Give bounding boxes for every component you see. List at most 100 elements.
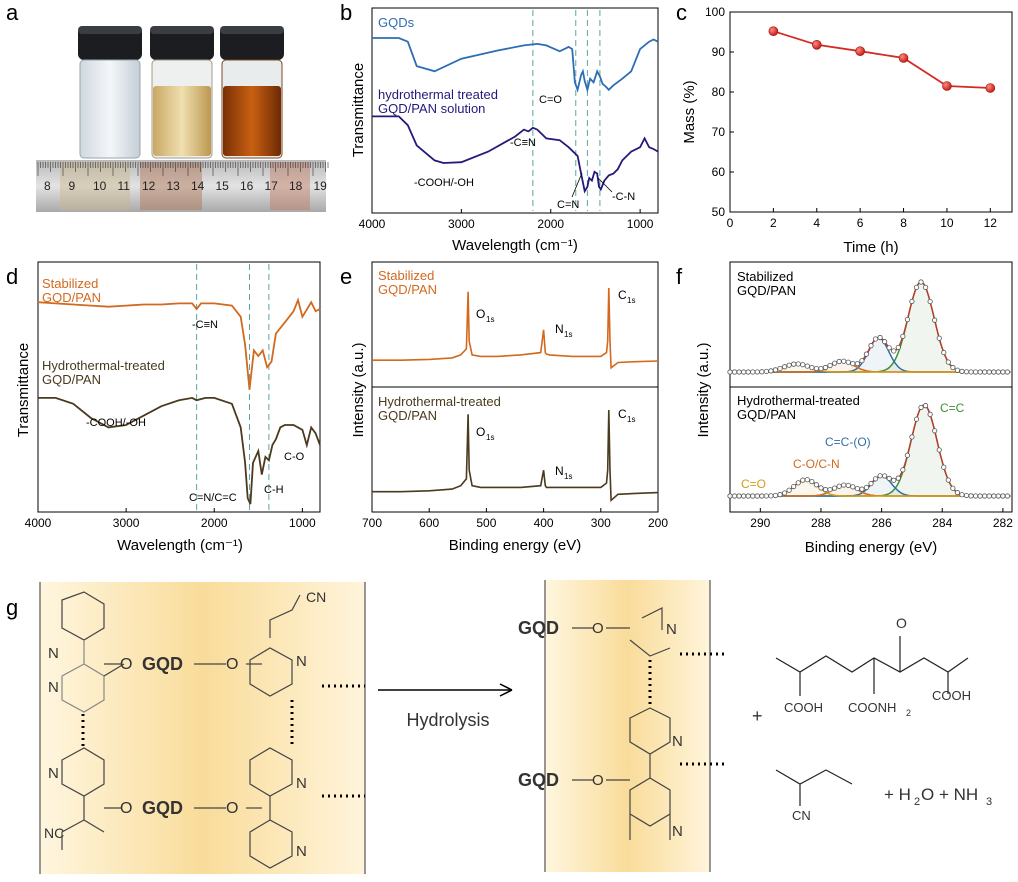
- f-data-point: [804, 477, 810, 483]
- panel-label-c: c: [676, 0, 687, 25]
- e-label-hydro-2: GQD/PAN: [378, 408, 437, 423]
- panel-d-chart: 4000 3000 2000 1000 Wavelength (cm⁻¹) Trans…: [15, 261, 321, 554]
- f-data-point: [900, 467, 906, 473]
- f-data-point: [877, 334, 883, 341]
- f-data-point: [936, 335, 942, 341]
- f-data-point: [872, 476, 879, 482]
- f-data-point: [763, 493, 769, 499]
- f-data-point: [859, 358, 865, 364]
- scheme-cooh-1: COOH: [784, 700, 823, 715]
- f-data-point: [863, 351, 870, 357]
- scheme-n-7: N: [666, 621, 677, 638]
- f-data-point: [750, 493, 756, 499]
- f-data-point: [841, 358, 847, 364]
- panel-label-g: g: [6, 595, 18, 620]
- f-data-point: [973, 493, 979, 499]
- f-data-point: [768, 368, 774, 374]
- f-data-point: [759, 493, 765, 499]
- b-series-hydrothermal: [372, 115, 659, 194]
- d-annot-cn-cc: C=N/C=C: [189, 492, 237, 504]
- b-x-ticklabel: 3000: [448, 217, 475, 231]
- f-x-ticklabel: 286: [872, 516, 892, 530]
- f-data-point: [986, 369, 992, 375]
- scheme-hydrolysis: [39, 580, 969, 874]
- svg-text:1s: 1s: [627, 415, 635, 424]
- e-series-stabilized: [372, 287, 659, 370]
- f-data-point: [950, 485, 956, 491]
- f-annot-cc: C=C: [940, 401, 965, 415]
- scheme-o-6: O: [592, 772, 604, 789]
- scheme-o-ketone: O: [896, 615, 907, 631]
- e-annot-n1s-top: N 1s: [555, 322, 572, 339]
- d-xlabel: Wavelength (cm⁻¹): [117, 537, 243, 554]
- d-x-ticklabel: 4000: [25, 516, 52, 530]
- f-data-point: [836, 358, 842, 365]
- d-x-ticklabel: 3000: [113, 516, 140, 530]
- c-x-ticklabel: 6: [857, 216, 864, 230]
- panel-c-chart: 0 2 4 6 8 10 12 50 60 70 80 90 100 Time (h) Mass (%): [681, 5, 1013, 256]
- scheme-n-9: N: [672, 823, 683, 840]
- f-annot-co: C=O: [741, 477, 766, 491]
- f-data-point: [832, 360, 838, 366]
- vial-yellow: [150, 26, 214, 159]
- scheme-left-dots: [81, 684, 365, 798]
- scheme-o-5: O: [592, 620, 604, 637]
- f-data-point: [822, 487, 829, 493]
- d-annot-co: C-O: [284, 451, 305, 463]
- scheme-right-top-ring: [606, 607, 671, 657]
- f-data-point: [941, 349, 947, 356]
- f-data-point: [786, 362, 792, 368]
- panel-label-f: f: [676, 264, 683, 289]
- f-data-point: [727, 369, 733, 375]
- f-data-point: [800, 477, 806, 483]
- c-x-ticklabel: 10: [940, 216, 954, 230]
- scheme-n-3: N: [48, 765, 59, 782]
- scheme-text: O GQD O O GQD O N N N N N N CN NC Hydrol…: [44, 589, 992, 860]
- c-data-point: [942, 81, 952, 91]
- e-annot-o1s-top: O 1s: [476, 307, 494, 324]
- e-xlabel: Binding energy (eV): [449, 537, 582, 554]
- d-ylabel: Transmittance: [15, 343, 32, 437]
- panel-label-a: a: [6, 0, 19, 25]
- f-data-point: [795, 361, 801, 367]
- d-label-stab-1: Stabilized: [42, 276, 98, 291]
- b-annot-cn-double: C=N: [557, 199, 579, 211]
- f-data-point: [886, 345, 892, 351]
- scheme-cooh-2: COOH: [932, 688, 971, 703]
- c-series-line: [773, 30, 991, 89]
- f-data-point: [836, 483, 842, 489]
- f-data-point: [868, 480, 874, 487]
- f-data-point: [845, 359, 851, 365]
- b-annot-arrow-2: [597, 177, 613, 193]
- b-annot-arrow-1: [571, 172, 583, 198]
- f-data-point: [777, 492, 783, 498]
- f-data-point: [809, 364, 815, 371]
- d-series-hydrothermal: [38, 396, 321, 505]
- svg-text:1s: 1s: [627, 296, 635, 305]
- f-data-point: [731, 369, 738, 375]
- scheme-cn-top: CN: [306, 589, 326, 605]
- svg-text:O: O: [476, 425, 485, 439]
- svg-text:2: 2: [914, 796, 920, 808]
- scheme-product-polyacid: [775, 636, 969, 696]
- scheme-n-5: N: [296, 775, 307, 792]
- c-y-ticklabel: 60: [712, 165, 726, 179]
- f-data-point: [900, 333, 906, 339]
- panel-e-chart: 700 600 500 400 300 200 Binding energy (eV) I…: [350, 261, 668, 554]
- d-label-stab-2: GQD/PAN: [42, 290, 101, 305]
- f-data-point: [781, 490, 788, 496]
- f-data-point: [827, 362, 833, 369]
- panel-label-e: e: [340, 264, 352, 289]
- f-data-point: [977, 493, 983, 499]
- e-annot-c1s-top: C 1s: [618, 288, 635, 305]
- ruler-number: 16: [240, 179, 254, 193]
- scheme-n-2: N: [48, 679, 59, 696]
- panel-label-d: d: [6, 264, 18, 289]
- f-data-point: [982, 493, 988, 499]
- e-x-ticklabel: 700: [362, 516, 382, 530]
- f-data-point: [768, 493, 774, 499]
- f-data-point: [850, 360, 856, 367]
- f-data-point: [777, 365, 783, 372]
- c-data-point: [811, 39, 822, 50]
- c-y-ticklabel: 80: [712, 85, 726, 99]
